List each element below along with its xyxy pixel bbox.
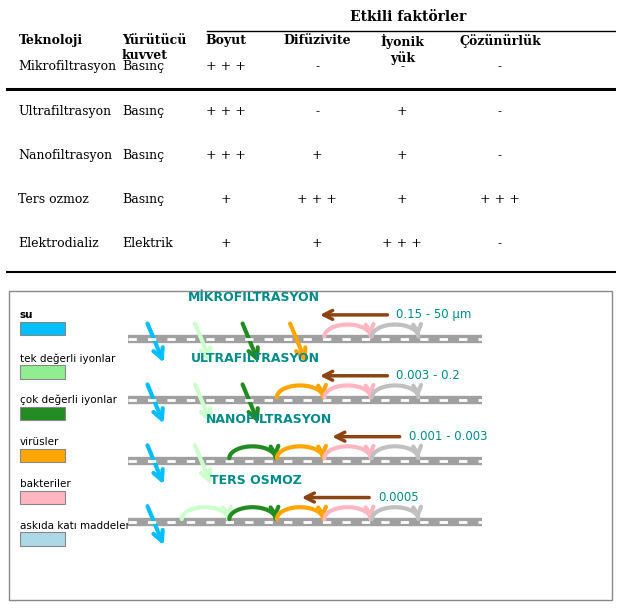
Text: tek değerli iyonlar: tek değerli iyonlar	[20, 353, 115, 364]
Text: +: +	[220, 193, 231, 206]
Text: ULTRAFILTRASYON: ULTRAFILTRASYON	[191, 353, 320, 365]
Text: +: +	[312, 238, 322, 250]
Text: + + +: + + +	[480, 193, 520, 206]
Text: Difüzivite: Difüzivite	[283, 34, 351, 47]
Text: + + +: + + +	[206, 105, 246, 118]
Text: çok değerli iyonlar: çok değerli iyonlar	[20, 395, 117, 406]
Text: +: +	[397, 149, 408, 162]
Text: su: su	[20, 310, 33, 320]
Text: Teknoloji: Teknoloji	[19, 34, 83, 47]
FancyBboxPatch shape	[20, 365, 65, 379]
Text: + + +: + + +	[206, 60, 246, 74]
Text: Ters ozmoz: Ters ozmoz	[19, 193, 90, 206]
Text: -: -	[498, 238, 502, 250]
Text: 0.15 - 50 µm: 0.15 - 50 µm	[396, 308, 471, 322]
Text: -: -	[401, 60, 404, 74]
Text: Yürütücü
kuvvet: Yürütücü kuvvet	[122, 34, 187, 62]
Text: + + +: + + +	[206, 149, 246, 162]
Text: -: -	[498, 105, 502, 118]
FancyBboxPatch shape	[20, 449, 65, 462]
Text: MİKROFILTRASYON: MİKROFILTRASYON	[188, 291, 320, 305]
Text: Boyut: Boyut	[205, 34, 246, 47]
Text: +: +	[397, 193, 408, 206]
FancyBboxPatch shape	[9, 291, 611, 600]
Text: + + +: + + +	[297, 193, 337, 206]
FancyBboxPatch shape	[20, 322, 65, 335]
Text: -: -	[498, 149, 502, 162]
Text: +: +	[397, 105, 408, 118]
Text: +: +	[312, 149, 322, 162]
Text: TERS OSMOZ: TERS OSMOZ	[210, 474, 302, 487]
FancyBboxPatch shape	[20, 491, 65, 504]
Text: Basınç: Basınç	[122, 149, 164, 162]
Text: Elektrik: Elektrik	[122, 238, 173, 250]
FancyBboxPatch shape	[20, 407, 65, 420]
Text: NANOFILTRASYON: NANOFILTRASYON	[206, 413, 332, 426]
Text: Nanofiltrasyon: Nanofiltrasyon	[19, 149, 113, 162]
Text: Etkili faktörler: Etkili faktörler	[350, 10, 466, 24]
Text: +: +	[220, 238, 231, 250]
Text: 0.001 - 0.003: 0.001 - 0.003	[409, 430, 487, 443]
Text: 0.0005: 0.0005	[378, 491, 419, 504]
Text: Mikrofiltrasyon: Mikrofiltrasyon	[19, 60, 116, 74]
Text: 0.003 - 0.2: 0.003 - 0.2	[396, 369, 460, 382]
Text: askıda katı maddeler: askıda katı maddeler	[20, 520, 129, 531]
Text: + + +: + + +	[383, 238, 422, 250]
Text: -: -	[498, 60, 502, 74]
Text: Ultrafiltrasyon: Ultrafiltrasyon	[19, 105, 111, 118]
Text: İyonik
yük: İyonik yük	[381, 34, 424, 65]
Text: Basınç: Basınç	[122, 60, 164, 74]
Text: Basınç: Basınç	[122, 193, 164, 206]
Text: bakteriler: bakteriler	[20, 479, 70, 489]
FancyBboxPatch shape	[20, 533, 65, 545]
Text: Elektrodializ: Elektrodializ	[19, 238, 99, 250]
Text: -: -	[315, 60, 319, 74]
Text: Basınç: Basınç	[122, 105, 164, 118]
Text: Çözünürlük: Çözünürlük	[459, 34, 541, 47]
Text: virüsler: virüsler	[20, 437, 59, 447]
Text: -: -	[315, 105, 319, 118]
